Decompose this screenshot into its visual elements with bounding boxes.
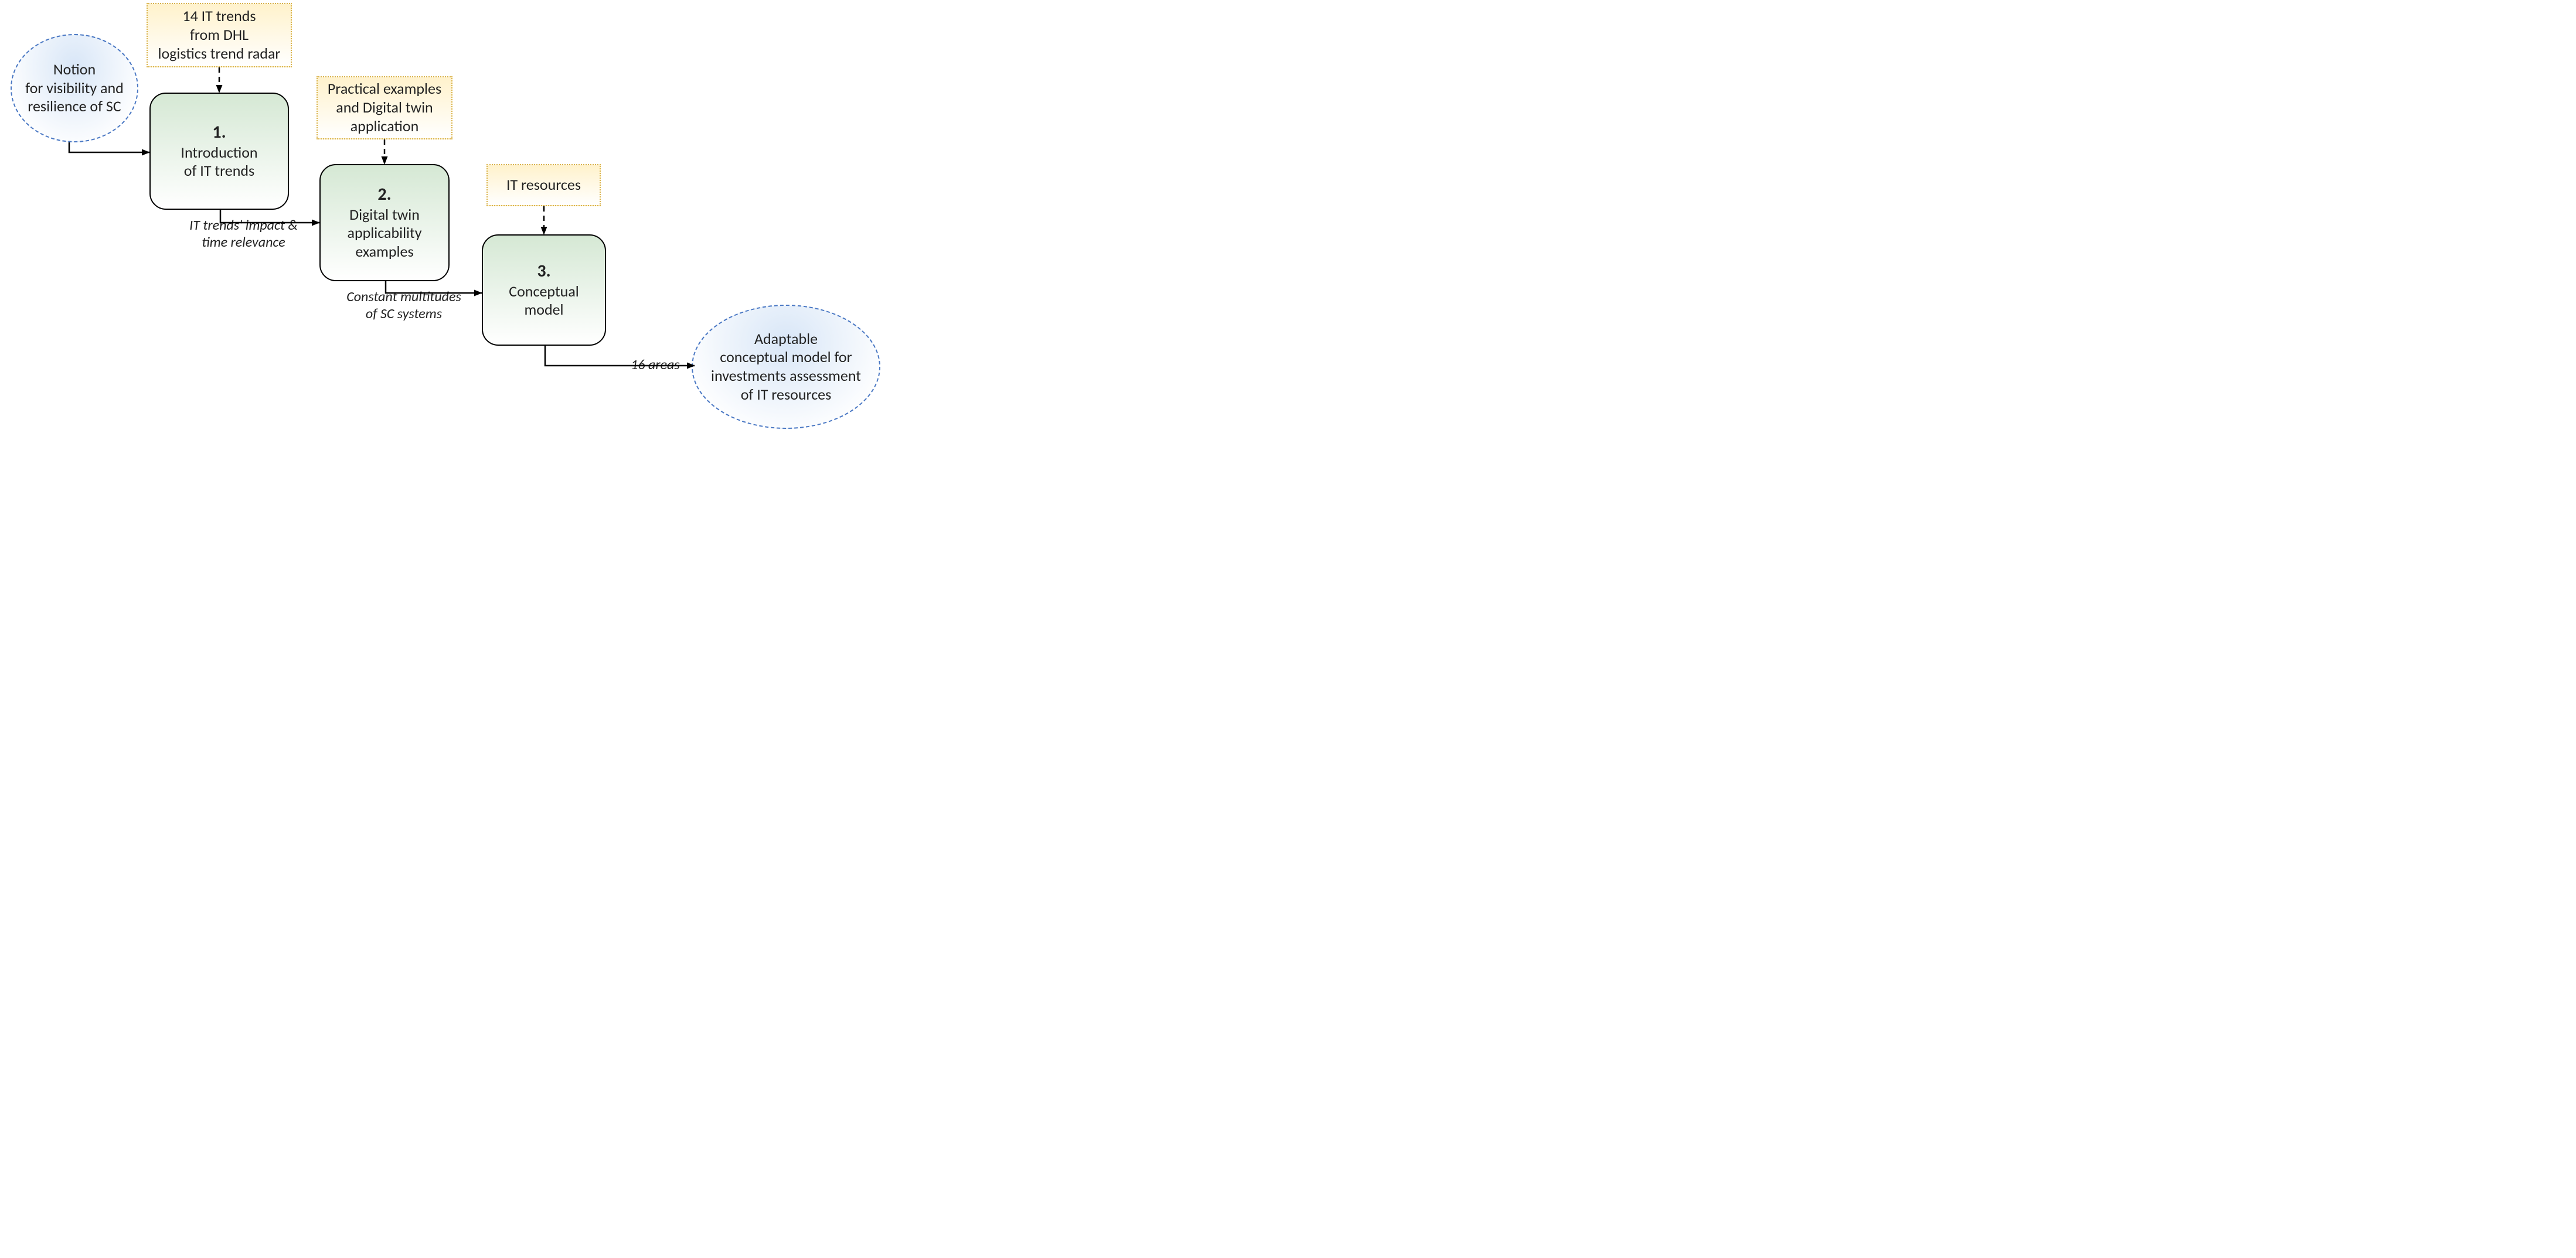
node-num-green_1: 1. <box>212 122 226 144</box>
node-line: conceptual model for <box>720 348 852 367</box>
node-ellipse_end: Adaptableconceptual model forinvestments… <box>692 305 880 429</box>
node-line: Adaptable <box>754 330 818 349</box>
label-line: of SC systems <box>327 305 481 322</box>
node-yellow_2: Practical examplesand Digital twinapplic… <box>317 76 452 139</box>
node-line: of IT resources <box>741 386 832 404</box>
node-yellow_1: 14 IT trendsfrom DHLlogistics trend rada… <box>147 3 292 67</box>
node-line: Conceptual <box>509 282 579 301</box>
node-line: model <box>524 301 563 319</box>
node-line: Practical examples <box>328 80 441 98</box>
node-line: logistics trend radar <box>158 45 280 63</box>
node-green_2: 2.Digital twinapplicabilityexamples <box>319 164 450 281</box>
label-line: 16 areas <box>620 356 690 373</box>
node-line: applicability <box>348 224 422 243</box>
node-line: Introduction <box>181 144 257 162</box>
node-line: Notion <box>53 60 96 79</box>
node-line: of IT trends <box>184 162 254 180</box>
node-line: resilience of SC <box>28 97 121 116</box>
node-yellow_3: IT resources <box>486 164 601 206</box>
node-line: for visibility and <box>25 79 124 98</box>
edge-label-l3: 16 areas <box>620 356 690 373</box>
edge-label-l2: Constant multitudesof SC systems <box>327 288 481 323</box>
node-ellipse_start: Notionfor visibility andresilience of SC <box>11 34 138 142</box>
node-num-green_3: 3. <box>537 261 550 282</box>
node-green_1: 1.Introductionof IT trends <box>149 93 289 210</box>
node-line: investments assessment <box>711 367 861 386</box>
node-line: application <box>351 117 419 136</box>
node-line: 14 IT trends <box>182 7 256 26</box>
node-line: IT resources <box>506 176 581 195</box>
arrow-start_to_1 <box>69 142 149 152</box>
node-line: from DHL <box>190 26 249 45</box>
node-line: Digital twin <box>349 206 420 224</box>
diagram-canvas: Notionfor visibility andresilience of SC… <box>0 0 890 435</box>
label-line: time relevance <box>169 234 318 251</box>
label-line: IT trends' impact & <box>169 217 318 234</box>
label-line: Constant multitudes <box>327 288 481 305</box>
node-line: examples <box>355 243 413 261</box>
node-green_3: 3.Conceptualmodel <box>482 234 606 346</box>
node-num-green_2: 2. <box>377 184 391 206</box>
node-line: and Digital twin <box>336 98 433 117</box>
edge-label-l1: IT trends' impact &time relevance <box>169 217 318 251</box>
